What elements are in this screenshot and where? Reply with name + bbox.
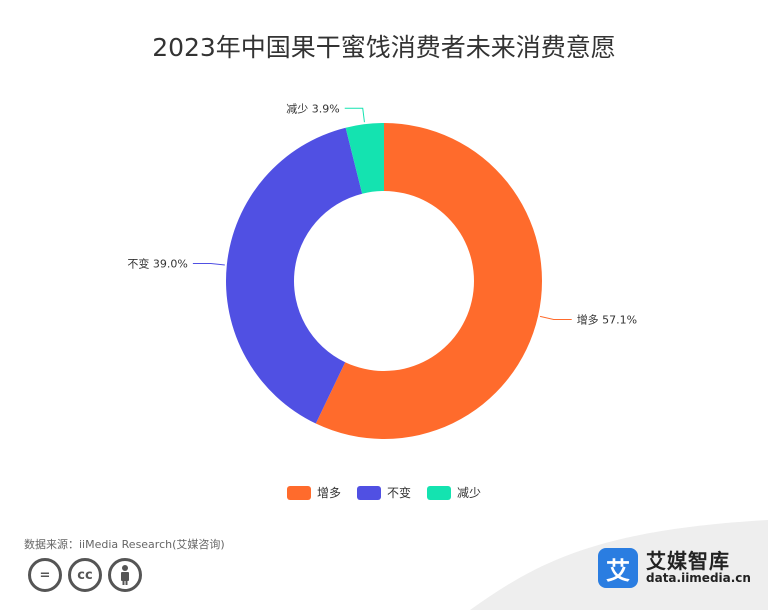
legend-label-increase: 增多 — [316, 486, 341, 500]
chart-title: 2023年中国果干蜜饯消费者未来消费意愿 — [152, 33, 616, 62]
brand-url: data.iimedia.cn — [646, 571, 751, 586]
legend-label-decrease: 减少 — [457, 486, 482, 500]
equal-icon: = — [28, 558, 62, 592]
brand-block: 艾 艾媒智库 data.iimedia.cn — [598, 548, 751, 588]
legend-item-increase[interactable]: 增多 — [286, 484, 341, 501]
brand-logo: 艾 — [598, 548, 638, 588]
license-icons: = cc — [28, 558, 142, 592]
legend-swatch-decrease — [427, 485, 451, 500]
leader-line-increase — [539, 315, 572, 320]
cc-icon: cc — [68, 558, 102, 592]
data-label-increase: 增多 57.1% — [577, 312, 637, 326]
slice-increase[interactable] — [315, 123, 542, 439]
legend-item-unchanged[interactable]: 不变 — [356, 484, 411, 501]
leader-line-unchanged — [192, 263, 225, 266]
legend-swatch-unchanged — [356, 485, 381, 500]
brand-name: 艾媒智库 — [646, 549, 730, 574]
leader-line-decrease — [344, 107, 365, 123]
legend-label-unchanged: 不变 — [386, 486, 411, 500]
person-icon — [108, 558, 142, 592]
brand-text: 艾媒智库 data.iimedia.cn — [646, 550, 751, 585]
data-label-unchanged: 不变 39.0% — [127, 257, 187, 271]
data-source: 数据来源：iiMedia Research(艾媒咨询) — [24, 538, 225, 551]
slice-decrease[interactable] — [345, 123, 384, 194]
data-label-decrease: 减少 3.9% — [286, 102, 339, 115]
legend-item-decrease[interactable]: 减少 — [427, 484, 481, 501]
legend-swatch-increase — [286, 485, 311, 500]
chart-legend: 增多 不变 减少 — [0, 484, 768, 501]
slice-unchanged[interactable] — [225, 127, 363, 424]
